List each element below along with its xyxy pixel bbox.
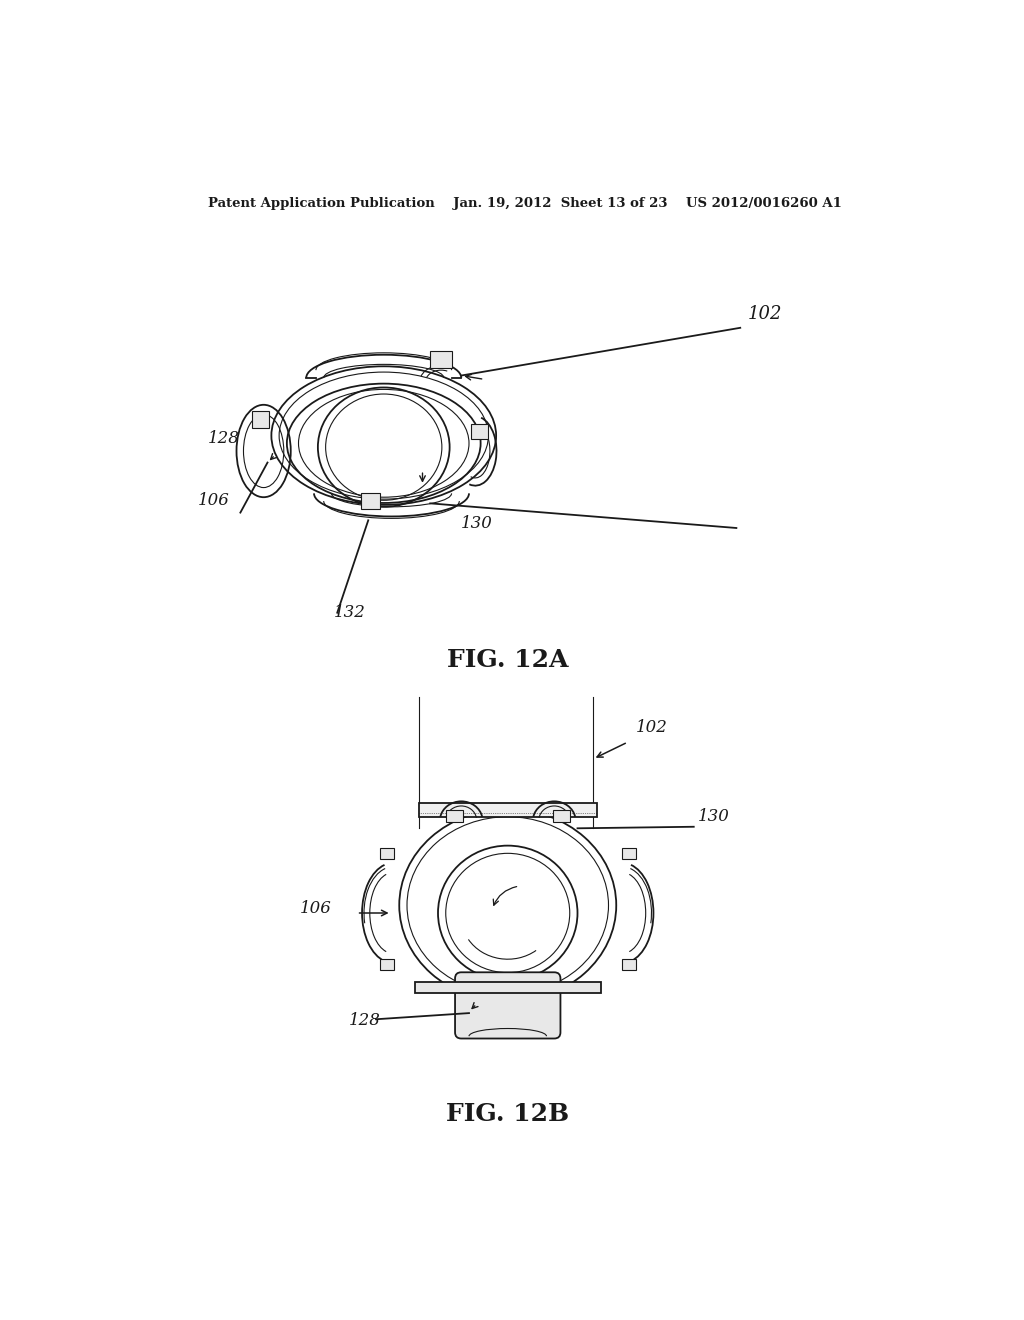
Text: 102: 102 — [636, 719, 668, 737]
Bar — [445, 810, 463, 822]
Bar — [471, 424, 487, 440]
Text: Patent Application Publication    Jan. 19, 2012  Sheet 13 of 23    US 2012/00162: Patent Application Publication Jan. 19, … — [208, 197, 842, 210]
Text: 130: 130 — [461, 515, 494, 532]
Text: 128: 128 — [208, 430, 240, 447]
Bar — [553, 810, 569, 822]
Text: 130: 130 — [697, 808, 729, 825]
Bar — [380, 960, 394, 970]
Text: 132: 132 — [334, 603, 366, 620]
Text: FIG. 12B: FIG. 12B — [446, 1102, 569, 1126]
FancyBboxPatch shape — [455, 973, 560, 1039]
Bar — [430, 351, 452, 368]
Bar — [622, 849, 636, 859]
Bar — [419, 803, 597, 817]
Text: FIG. 12A: FIG. 12A — [447, 648, 568, 672]
Text: 102: 102 — [748, 305, 782, 322]
Bar — [622, 960, 636, 970]
Text: 128: 128 — [349, 1011, 381, 1028]
Bar — [415, 982, 601, 993]
Text: 106: 106 — [300, 900, 332, 917]
Bar — [360, 494, 380, 508]
Bar — [380, 849, 394, 859]
Text: 106: 106 — [198, 492, 229, 510]
Bar — [252, 411, 269, 428]
